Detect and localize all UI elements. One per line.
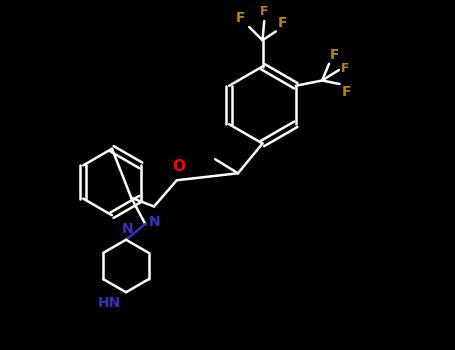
Text: HN: HN: [97, 296, 121, 310]
Text: O: O: [172, 159, 185, 174]
Text: F: F: [341, 62, 349, 76]
Text: N: N: [122, 222, 134, 236]
Text: F: F: [236, 11, 245, 25]
Text: F: F: [260, 5, 268, 18]
Text: N: N: [149, 215, 160, 229]
Text: F: F: [278, 16, 287, 30]
Text: F: F: [341, 85, 351, 99]
Text: F: F: [330, 48, 339, 62]
